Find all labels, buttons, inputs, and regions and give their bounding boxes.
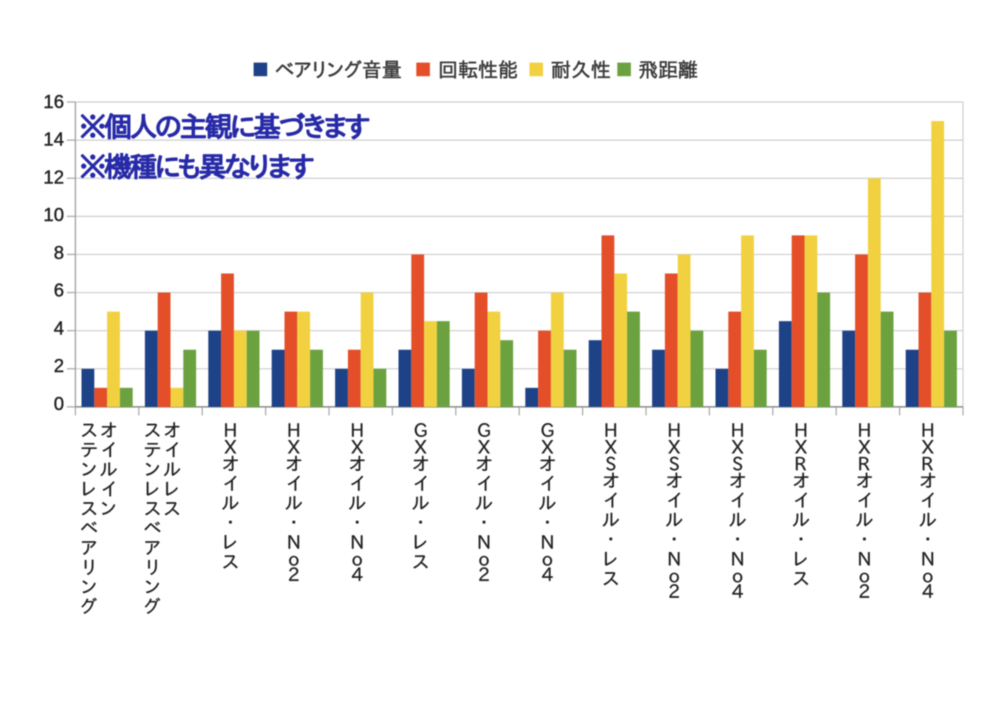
svg-text:2: 2 xyxy=(54,355,64,376)
svg-text:12: 12 xyxy=(43,166,64,187)
svg-text:0: 0 xyxy=(54,393,64,414)
svg-text:10: 10 xyxy=(43,204,64,225)
svg-text:16: 16 xyxy=(43,91,64,112)
svg-text:6: 6 xyxy=(54,280,64,301)
svg-text:8: 8 xyxy=(54,242,64,263)
svg-text:4: 4 xyxy=(54,317,64,338)
svg-text:14: 14 xyxy=(43,129,64,150)
